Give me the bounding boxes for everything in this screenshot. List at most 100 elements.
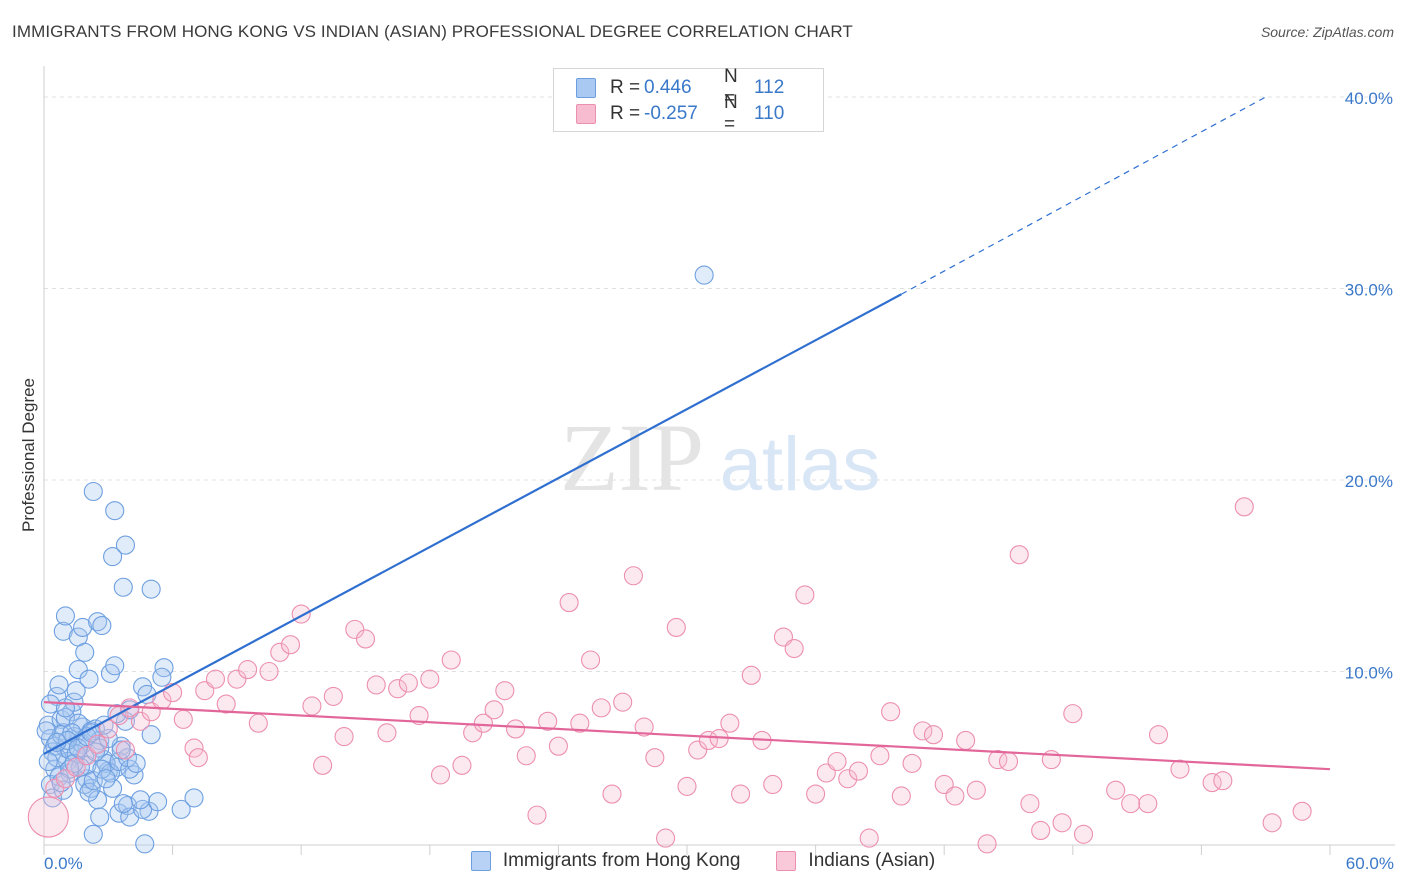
data-point — [184, 788, 204, 808]
data-point — [141, 579, 161, 599]
data-point — [570, 713, 590, 733]
data-point — [73, 617, 93, 638]
data-point — [280, 635, 301, 655]
y-tick-label-10: 10.0% — [1345, 664, 1393, 683]
axes — [43, 66, 1395, 855]
series-points-1 — [27, 497, 1312, 854]
data-point — [1234, 497, 1254, 517]
data-point — [720, 713, 740, 733]
data-point — [398, 673, 418, 693]
data-point — [623, 566, 643, 586]
data-point — [1138, 794, 1158, 814]
data-point — [205, 669, 226, 689]
legend-label-indians: Indians (Asian) — [808, 850, 936, 871]
data-point — [173, 709, 193, 729]
legend-swatch-indians — [576, 104, 596, 124]
legend-swatch-hong-kong — [576, 78, 596, 98]
data-point — [148, 792, 168, 812]
data-point — [1031, 820, 1051, 840]
data-point — [45, 778, 65, 798]
data-point — [103, 547, 123, 567]
data-point — [366, 675, 386, 695]
data-point — [66, 681, 86, 701]
watermark-zip: ZIP — [560, 404, 704, 511]
data-point — [1106, 780, 1126, 800]
data-point — [923, 725, 944, 745]
data-point — [38, 751, 58, 772]
data-point — [1009, 545, 1029, 565]
data-point — [891, 786, 911, 806]
data-point — [83, 481, 103, 502]
n-label: N = — [724, 92, 738, 135]
data-point — [133, 799, 153, 819]
y-tick-label-40: 40.0% — [1345, 89, 1393, 108]
trend-line-1 — [43, 701, 1331, 771]
legend-item-indians[interactable]: Indians (Asian) — [776, 850, 935, 872]
data-point — [677, 776, 697, 796]
data-point — [171, 799, 191, 819]
data-point — [430, 765, 451, 785]
series-points-0 — [36, 265, 714, 854]
data-point — [163, 683, 183, 703]
correlation-legend: R = 0.446 N = 112 R = -0.257 N = 110 — [553, 66, 824, 135]
data-point — [484, 700, 504, 720]
data-point — [227, 669, 247, 689]
legend-item-hong-kong[interactable]: Immigrants from Hong Kong — [470, 850, 741, 872]
r-value: 0.446 — [644, 77, 692, 98]
data-point — [827, 751, 847, 772]
data-point — [92, 615, 112, 636]
y-tick-label-30: 30.0% — [1345, 281, 1393, 300]
data-point — [870, 746, 890, 766]
data-point — [580, 650, 601, 670]
data-point — [388, 679, 408, 699]
series-legend: Immigrants from Hong Kong Indians (Asian… — [0, 850, 1406, 872]
data-point — [859, 828, 879, 848]
data-point — [694, 265, 714, 285]
data-point — [115, 740, 135, 760]
source-credit: Source: ZipAtlas.com — [1260, 24, 1394, 40]
data-point — [53, 621, 73, 641]
data-point — [763, 774, 783, 795]
data-point — [998, 751, 1019, 772]
legend-label-hong-kong: Immigrants from Hong Kong — [502, 850, 741, 871]
data-point — [126, 753, 146, 773]
data-point — [945, 786, 965, 806]
data-point — [1262, 813, 1282, 833]
data-point — [135, 834, 155, 854]
data-point — [88, 734, 108, 754]
data-point — [130, 790, 150, 810]
data-point — [613, 692, 633, 712]
y-tick-label-20: 20.0% — [1345, 472, 1393, 491]
data-point — [96, 769, 116, 789]
data-point — [141, 725, 161, 745]
data-point — [602, 784, 622, 804]
data-point — [495, 681, 515, 701]
legend-row-hong-kong: R = 0.446 N = 112 — [576, 66, 784, 109]
data-point — [731, 784, 751, 804]
n-label: N = — [724, 66, 738, 109]
data-point — [113, 577, 133, 597]
data-point — [1170, 759, 1190, 779]
data-point — [238, 660, 258, 680]
chart-title: IMMIGRANTS FROM HONG KONG VS INDIAN (ASI… — [12, 22, 853, 41]
r-label: R = — [610, 77, 641, 98]
data-point — [795, 585, 815, 605]
data-point — [75, 642, 95, 662]
data-point — [302, 696, 322, 716]
data-point — [548, 736, 568, 756]
data-point — [105, 656, 125, 676]
data-point — [270, 642, 290, 662]
data-point — [323, 686, 343, 706]
data-point — [741, 665, 761, 685]
data-point — [902, 753, 922, 773]
data-point — [345, 619, 365, 639]
data-point — [516, 746, 536, 766]
data-point — [666, 617, 686, 638]
data-point — [152, 667, 172, 687]
data-point — [1052, 813, 1072, 833]
data-point — [452, 755, 472, 775]
data-point — [956, 730, 976, 750]
y-axis-label: Professional Degree — [19, 378, 38, 532]
data-point — [154, 658, 174, 678]
